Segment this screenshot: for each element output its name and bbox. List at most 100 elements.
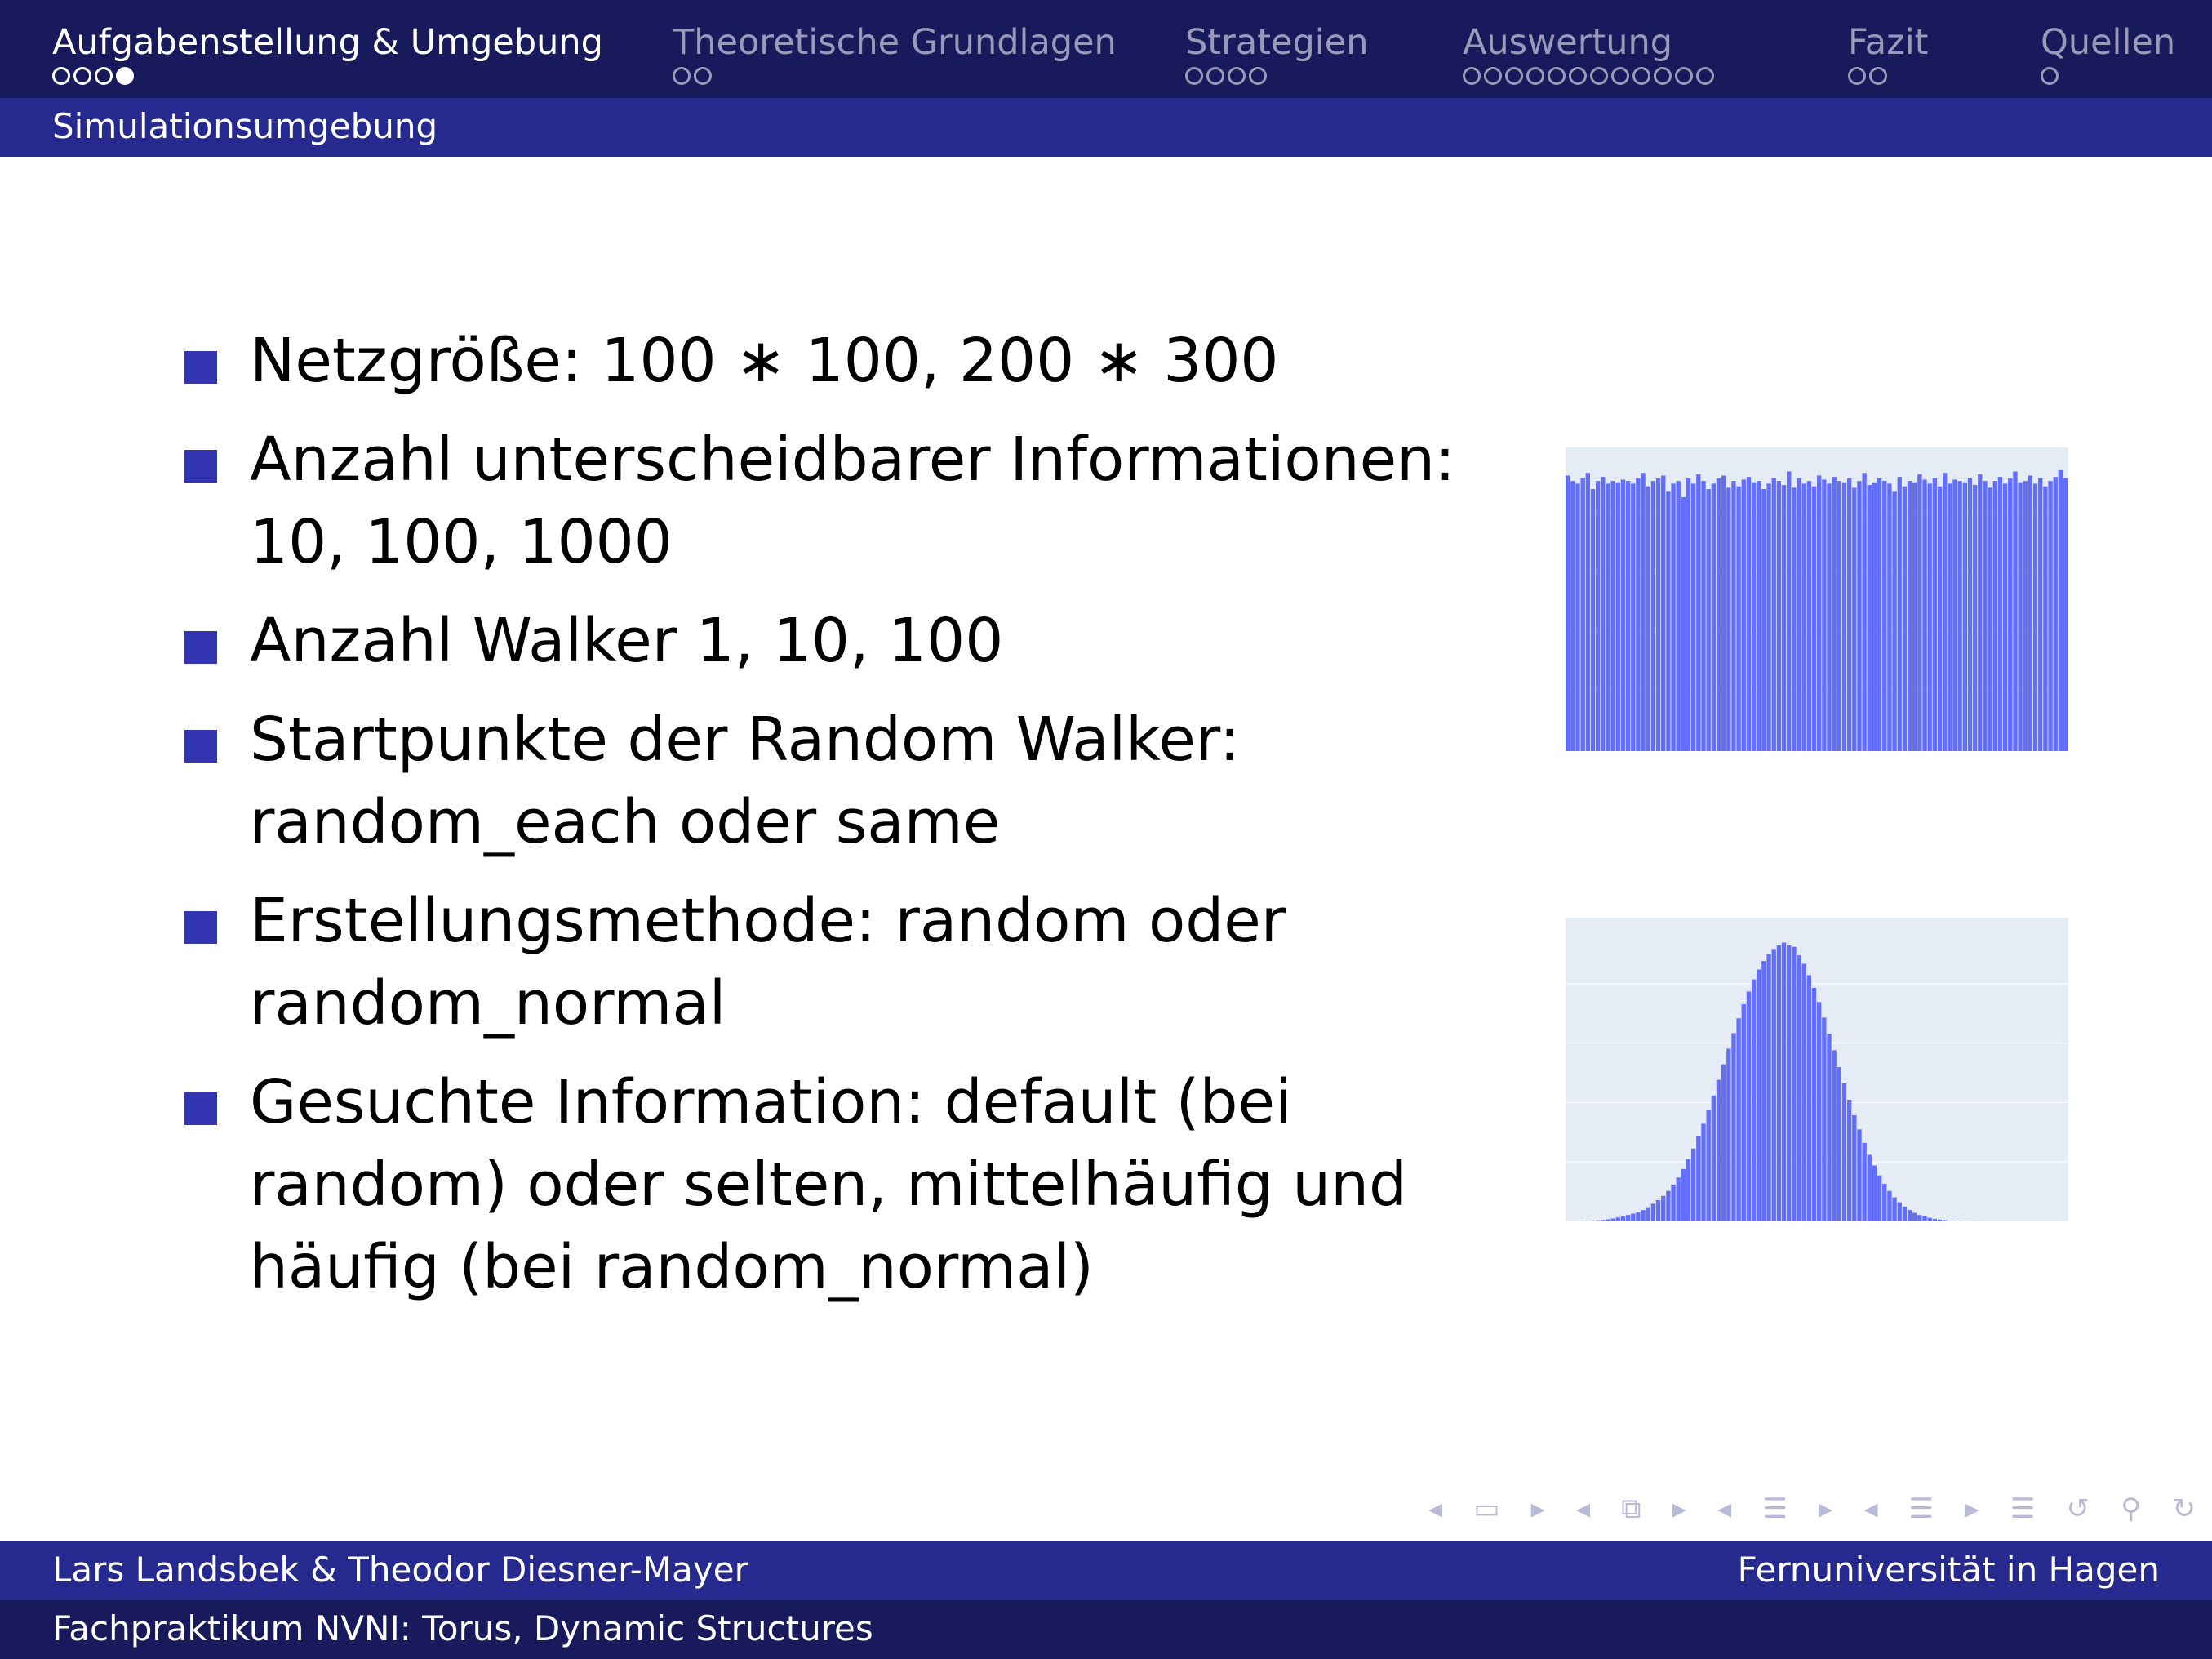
histogram-bar	[1948, 483, 1952, 751]
search-icon[interactable]: ⚲	[2121, 1492, 2142, 1525]
histogram-bar	[1776, 481, 1782, 751]
nav-slide-dot[interactable]	[2041, 67, 2059, 85]
nav-slide-dot[interactable]	[1249, 67, 1267, 85]
nav-section-fazit[interactable]: Fazit	[1848, 20, 1929, 85]
nav-slide-dot[interactable]	[95, 67, 113, 85]
next-frame-icon[interactable]: ▸	[1530, 1492, 1545, 1525]
histogram-bar	[1731, 1033, 1736, 1221]
histogram-bar	[1827, 483, 1832, 751]
nav-slide-dot[interactable]	[116, 67, 134, 85]
nav-slide-dot[interactable]	[673, 67, 691, 85]
nav-slide-dot[interactable]	[1696, 67, 1714, 85]
next-section-icon[interactable]: ▸	[1819, 1492, 1833, 1525]
nav-slide-dot[interactable]	[1526, 67, 1544, 85]
histogram-bar	[1721, 475, 1726, 751]
bullet-square-icon	[184, 911, 217, 944]
histogram-bar	[1887, 483, 1892, 751]
prev-page-icon[interactable]: ◂	[1863, 1492, 1878, 1525]
histogram-bar	[1781, 942, 1787, 1221]
nav-section-theoretische-grundlagen[interactable]: Theoretische Grundlagen	[673, 20, 1117, 85]
nav-slide-dot[interactable]	[1869, 67, 1887, 85]
histogram-bar	[1776, 945, 1782, 1221]
frame-icon[interactable]: ▭	[1473, 1492, 1500, 1525]
nav-slide-dot[interactable]	[1590, 67, 1608, 85]
nav-slide-dot[interactable]	[1228, 67, 1246, 85]
nav-slide-dot[interactable]	[52, 67, 70, 85]
doc-icon[interactable]: ☰	[2010, 1492, 2036, 1525]
nav-slide-dot[interactable]	[1185, 67, 1203, 85]
histogram-bar	[1691, 483, 1696, 751]
nav-section-dots	[2041, 67, 2175, 85]
nav-section-aufgabenstellung[interactable]: Aufgabenstellung & Umgebung	[52, 20, 603, 85]
histogram-bar	[1686, 1159, 1691, 1221]
nav-section-quellen[interactable]: Quellen	[2041, 20, 2175, 85]
nav-slide-dot[interactable]	[1206, 67, 1224, 85]
normal-distribution-chart	[1566, 918, 2068, 1221]
prev-subsection-icon[interactable]: ◂	[1575, 1492, 1591, 1525]
nav-section-strategien[interactable]: Strategien	[1185, 20, 1368, 85]
histogram-bar	[1806, 975, 1812, 1221]
nav-slide-dot[interactable]	[1463, 67, 1481, 85]
histogram-bar	[1570, 481, 1575, 751]
histogram-bar	[1792, 946, 1797, 1221]
histogram-bar	[1837, 1067, 1841, 1221]
back-icon[interactable]: ↺	[2066, 1492, 2090, 1525]
histogram-bar	[1862, 1142, 1867, 1221]
bullet-square-icon	[184, 1092, 217, 1125]
nav-slide-dot[interactable]	[73, 67, 91, 85]
page-icon[interactable]: ☰	[1908, 1492, 1934, 1525]
subsection-icon[interactable]: ⧉	[1621, 1492, 1641, 1525]
histogram-bar	[1625, 1215, 1631, 1221]
section-icon[interactable]: ☰	[1762, 1492, 1788, 1525]
forward-icon[interactable]: ↻	[2172, 1492, 2196, 1525]
bullet-square-icon	[184, 730, 217, 763]
histogram-bar	[1922, 1216, 1927, 1221]
histogram-bar	[1655, 1200, 1661, 1221]
histogram-bar	[1706, 489, 1711, 751]
histogram-bar	[1841, 1083, 1847, 1221]
nav-slide-dot[interactable]	[1505, 67, 1523, 85]
histogram-bar	[1877, 1175, 1882, 1221]
histogram-bar	[1846, 1099, 1852, 1221]
histogram-bar	[1711, 483, 1716, 751]
next-subsection-icon[interactable]: ▸	[1672, 1492, 1686, 1525]
nav-slide-dot[interactable]	[1569, 67, 1587, 85]
nav-slide-dot[interactable]	[1484, 67, 1502, 85]
nav-slide-dot[interactable]	[1548, 67, 1566, 85]
histogram-bar	[1751, 482, 1757, 751]
nav-section-auswertung[interactable]: Auswertung	[1463, 20, 1714, 85]
prev-section-icon[interactable]: ◂	[1717, 1492, 1732, 1525]
nav-slide-dot[interactable]	[1675, 67, 1693, 85]
footer-course-bar: Fachpraktikum NVNI: Torus, Dynamic Struc…	[0, 1600, 2212, 1659]
nav-slide-dot[interactable]	[1654, 67, 1672, 85]
histogram-bar	[1620, 479, 1626, 751]
histogram-bar	[1841, 482, 1847, 751]
nav-slide-dot[interactable]	[1848, 67, 1866, 85]
histogram-bar	[1972, 485, 1978, 751]
bullet-text: Erstellungsmethode: random oder random_n…	[250, 886, 1286, 1039]
prev-frame-icon[interactable]: ◂	[1428, 1492, 1443, 1525]
histogram-bar	[1897, 1202, 1902, 1221]
histogram-bar	[1736, 1018, 1741, 1221]
nav-slide-dot[interactable]	[1611, 67, 1629, 85]
histogram-bar	[1771, 949, 1776, 1221]
histogram-bar	[1887, 1190, 1892, 1221]
list-item: Anzahl Walker 1, 10, 100	[184, 600, 1458, 683]
nav-section-label: Strategien	[1185, 22, 1369, 63]
nav-slide-dot[interactable]	[1632, 67, 1650, 85]
histogram-bar	[1937, 486, 1943, 751]
normal-histogram-svg	[1566, 942, 2068, 1221]
beamer-navigation-icons: ◂ ▭ ▸ ◂ ⧉ ▸ ◂ ☰ ▸ ◂ ☰ ▸ ☰ ↺ ⚲ ↻	[1428, 1491, 2196, 1527]
histogram-bar	[1676, 481, 1681, 751]
histogram-bar	[1801, 963, 1806, 1221]
histogram-bar	[1631, 483, 1636, 751]
histogram-bar	[1686, 478, 1691, 751]
next-page-icon[interactable]: ▸	[1965, 1492, 1979, 1525]
nav-section-label: Auswertung	[1463, 22, 1673, 63]
histogram-bar	[1846, 478, 1852, 751]
nav-section-dots	[52, 67, 603, 85]
nav-slide-dot[interactable]	[694, 67, 712, 85]
histogram-bar	[1757, 481, 1761, 751]
histogram-bar	[1992, 481, 1997, 751]
histogram-bar	[2032, 483, 2038, 751]
